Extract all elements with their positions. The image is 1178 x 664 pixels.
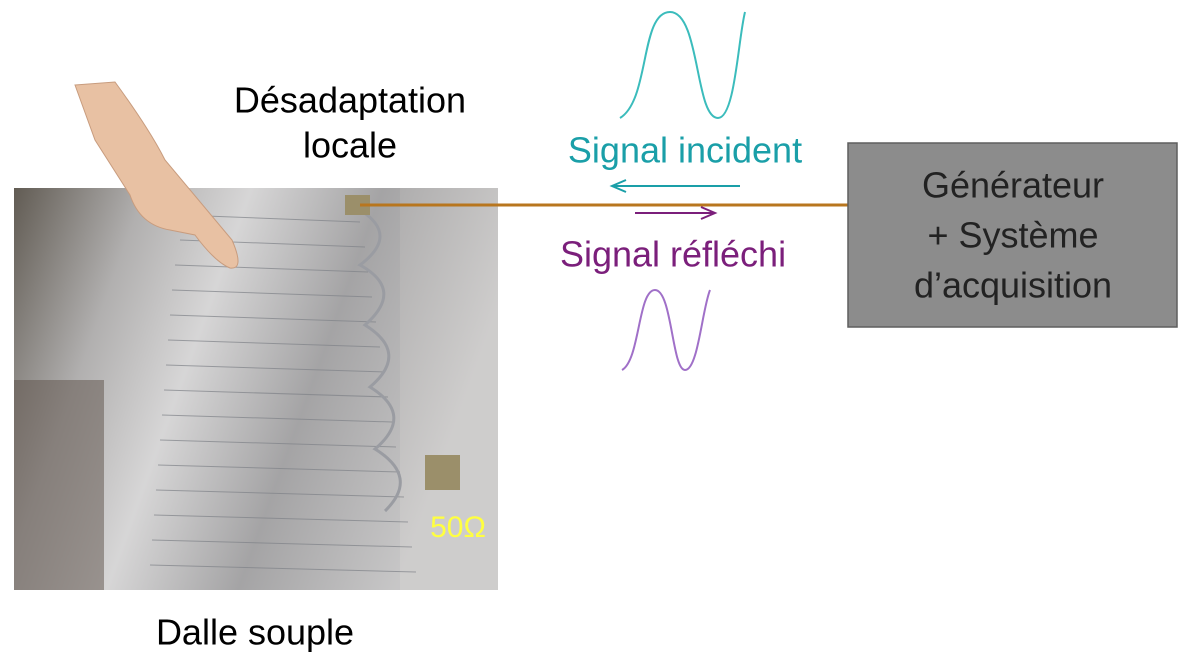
reflected-arrow bbox=[635, 207, 715, 219]
generator-label: Générateur bbox=[922, 165, 1104, 206]
diagram: Désadaptation locale Signal incident Sig… bbox=[0, 0, 1178, 664]
incident-wave bbox=[620, 12, 745, 118]
mismatch-label: locale bbox=[303, 125, 397, 166]
generator-label: d’acquisition bbox=[914, 265, 1112, 306]
termination-label: 50Ω bbox=[430, 511, 486, 544]
reflected-wave bbox=[622, 290, 710, 370]
panel-label: Dalle souple bbox=[156, 612, 354, 653]
incident-label: Signal incident bbox=[568, 130, 802, 171]
generator-label: + Système bbox=[927, 215, 1098, 256]
reflected-label: Signal réfléchi bbox=[560, 234, 786, 275]
mismatch-label: Désadaptation bbox=[234, 80, 466, 121]
panel-photo bbox=[14, 188, 498, 590]
incident-arrow bbox=[612, 180, 740, 192]
